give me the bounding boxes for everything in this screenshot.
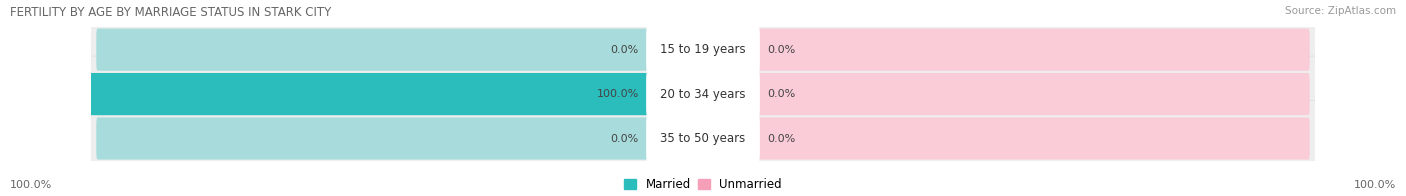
- Text: Source: ZipAtlas.com: Source: ZipAtlas.com: [1285, 6, 1396, 16]
- FancyBboxPatch shape: [702, 117, 1310, 160]
- Text: 15 to 19 years: 15 to 19 years: [661, 43, 745, 56]
- Text: 0.0%: 0.0%: [768, 133, 796, 143]
- FancyBboxPatch shape: [702, 73, 1310, 115]
- FancyBboxPatch shape: [89, 101, 1317, 176]
- FancyBboxPatch shape: [647, 113, 759, 164]
- FancyBboxPatch shape: [647, 24, 759, 75]
- FancyBboxPatch shape: [96, 73, 704, 115]
- FancyBboxPatch shape: [90, 73, 704, 115]
- Text: 0.0%: 0.0%: [610, 45, 638, 55]
- FancyBboxPatch shape: [89, 56, 1317, 132]
- FancyBboxPatch shape: [702, 29, 1310, 71]
- Text: 0.0%: 0.0%: [768, 45, 796, 55]
- Text: 0.0%: 0.0%: [768, 89, 796, 99]
- FancyBboxPatch shape: [647, 69, 759, 120]
- FancyBboxPatch shape: [96, 117, 704, 160]
- FancyBboxPatch shape: [89, 12, 1317, 88]
- Text: 100.0%: 100.0%: [596, 89, 638, 99]
- Text: 20 to 34 years: 20 to 34 years: [661, 88, 745, 101]
- Text: 0.0%: 0.0%: [610, 133, 638, 143]
- Text: 100.0%: 100.0%: [1354, 180, 1396, 190]
- Legend: Married, Unmarried: Married, Unmarried: [620, 173, 786, 196]
- FancyBboxPatch shape: [96, 29, 704, 71]
- Text: 35 to 50 years: 35 to 50 years: [661, 132, 745, 145]
- Text: 100.0%: 100.0%: [10, 180, 52, 190]
- Text: FERTILITY BY AGE BY MARRIAGE STATUS IN STARK CITY: FERTILITY BY AGE BY MARRIAGE STATUS IN S…: [10, 6, 330, 19]
